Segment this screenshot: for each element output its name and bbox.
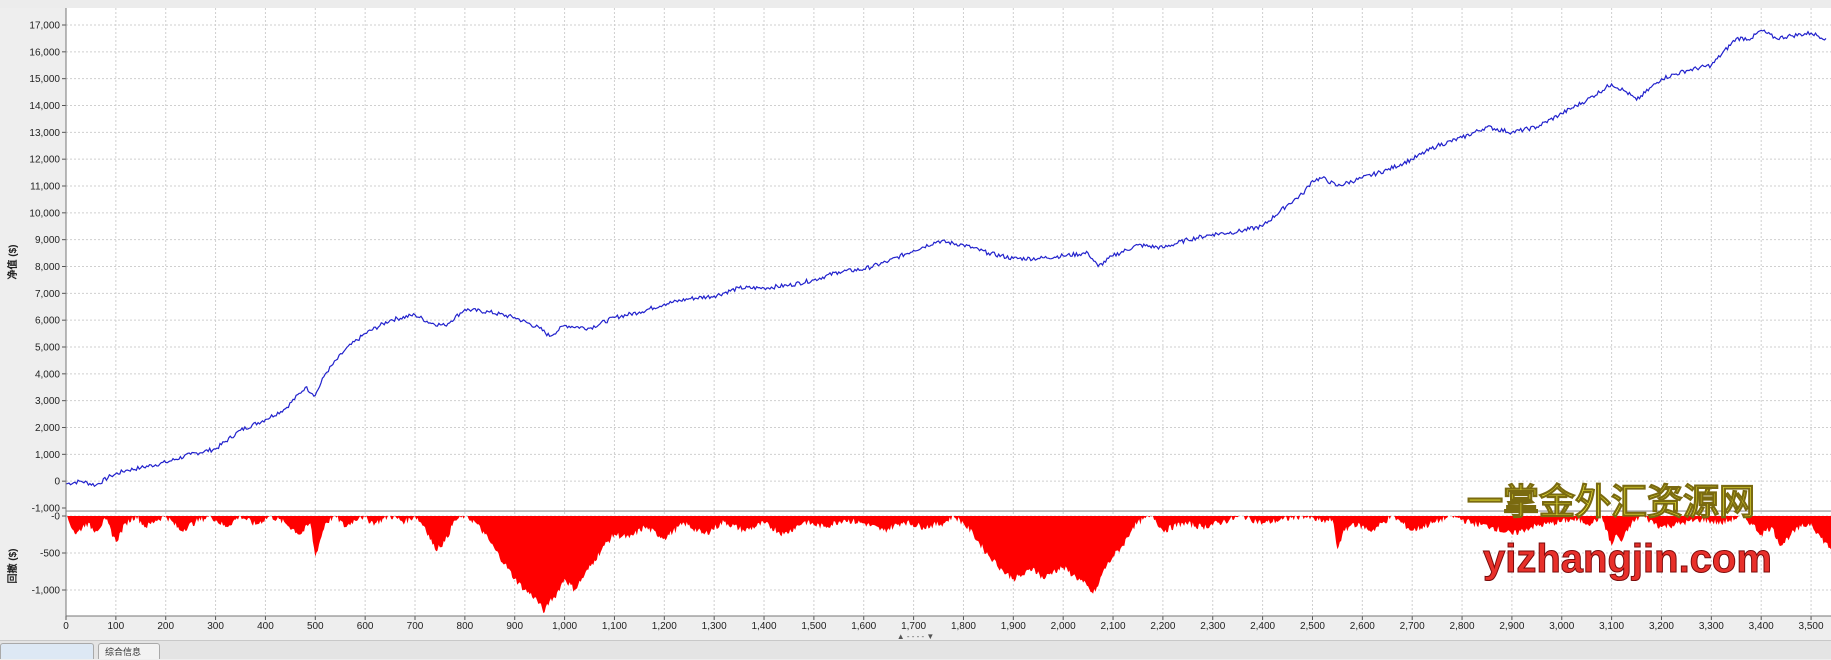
x-tick-label: 2,300 xyxy=(1200,621,1225,632)
x-tick-label: 3,100 xyxy=(1599,621,1624,632)
equity-y-tick-label: 5,000 xyxy=(35,343,60,354)
x-tick-label: 2,500 xyxy=(1300,621,1325,632)
equity-y-tick-label: 10,000 xyxy=(29,208,60,219)
pane-splitter[interactable]: ▲ - - - - ▼ xyxy=(896,632,935,641)
equity-plot-background xyxy=(66,8,1831,511)
x-tick-label: 3,200 xyxy=(1649,621,1674,632)
x-tick-label: 200 xyxy=(157,621,174,632)
equity-y-tick-label: 9,000 xyxy=(35,235,60,246)
x-tick-label: 900 xyxy=(506,621,523,632)
equity-y-tick-label: 13,000 xyxy=(29,128,60,139)
x-tick-label: 1,900 xyxy=(1001,621,1026,632)
equity-y-tick-label: 3,000 xyxy=(35,396,60,407)
x-tick-label: 0 xyxy=(63,621,69,632)
x-tick-label: 3,300 xyxy=(1699,621,1724,632)
equity-y-tick-label: 6,000 xyxy=(35,316,60,327)
x-tick-label: 2,000 xyxy=(1051,621,1076,632)
equity-y-tick-label: 4,000 xyxy=(35,369,60,380)
x-tick-label: 2,900 xyxy=(1499,621,1524,632)
drawdown-y-tick-label: -0 xyxy=(51,512,60,523)
x-tick-label: 2,400 xyxy=(1250,621,1275,632)
equity-y-tick-label: -1,000 xyxy=(32,504,61,515)
equity-y-tick-label: 12,000 xyxy=(29,155,60,166)
x-tick-label: 1,300 xyxy=(702,621,727,632)
x-tick-label: 2,800 xyxy=(1450,621,1475,632)
equity-y-tick-label: 14,000 xyxy=(29,101,60,112)
tab-summary[interactable]: 综合信息 xyxy=(98,643,160,659)
x-tick-label: 2,600 xyxy=(1350,621,1375,632)
x-tick-label: 2,100 xyxy=(1101,621,1126,632)
bottom-tab-bar: 综合信息 xyxy=(0,640,1831,659)
x-tick-label: 2,200 xyxy=(1150,621,1175,632)
x-tick-label: 1,400 xyxy=(752,621,777,632)
x-tick-label: 600 xyxy=(357,621,374,632)
watermark-url: yizhangjin.com xyxy=(1483,537,1772,581)
x-tick-label: 1,200 xyxy=(652,621,677,632)
equity-line xyxy=(65,29,1827,488)
drawdown-area xyxy=(66,516,1831,614)
equity-y-axis-label: 净值 ($) xyxy=(6,245,19,280)
drawdown-y-axis-label: 回撤 ($) xyxy=(6,549,19,584)
x-tick-label: 1,100 xyxy=(602,621,627,632)
equity-y-tick-label: 1,000 xyxy=(35,450,60,461)
x-tick-label: 500 xyxy=(307,621,324,632)
x-tick-label: 1,800 xyxy=(951,621,976,632)
x-tick-label: 2,700 xyxy=(1400,621,1425,632)
equity-y-tick-label: 17,000 xyxy=(29,21,60,32)
x-tick-label: 1,700 xyxy=(901,621,926,632)
equity-y-tick-label: 2,000 xyxy=(35,423,60,434)
top-toolbar-strip xyxy=(0,0,1831,8)
x-tick-label: 1,000 xyxy=(552,621,577,632)
tab-chart[interactable] xyxy=(0,643,94,659)
equity-y-tick-label: 8,000 xyxy=(35,262,60,273)
equity-y-tick-label: 15,000 xyxy=(29,74,60,85)
x-tick-label: 400 xyxy=(257,621,274,632)
axes: -1,000 0 1,000 2,000 3,000 4,000 5,000 6,000 7,0… xyxy=(29,8,1831,632)
x-tick-label: 1,600 xyxy=(851,621,876,632)
drawdown-y-tick-label: -1,000 xyxy=(32,586,61,597)
x-tick-label: 3,000 xyxy=(1549,621,1574,632)
equity-y-tick-label: 0 xyxy=(54,477,60,488)
equity-y-tick-label: 16,000 xyxy=(29,47,60,58)
watermark-chinese: 一掌金外汇资源网 xyxy=(1467,481,1755,522)
x-tick-label: 700 xyxy=(407,621,424,632)
x-tick-label: 800 xyxy=(457,621,474,632)
drawdown-plot-background xyxy=(66,512,1831,616)
equity-drawdown-chart: -1,000 0 1,000 2,000 3,000 4,000 5,000 6,000 7,0… xyxy=(6,8,1831,632)
drawdown-y-tick-label: -500 xyxy=(40,549,60,560)
x-tick-label: 1,500 xyxy=(801,621,826,632)
x-tick-label: 300 xyxy=(207,621,224,632)
equity-y-tick-label: 11,000 xyxy=(30,182,60,193)
x-tick-label: 3,500 xyxy=(1799,621,1824,632)
x-tick-label: 3,400 xyxy=(1749,621,1774,632)
equity-y-tick-label: 7,000 xyxy=(35,289,60,300)
x-tick-label: 100 xyxy=(108,621,125,632)
